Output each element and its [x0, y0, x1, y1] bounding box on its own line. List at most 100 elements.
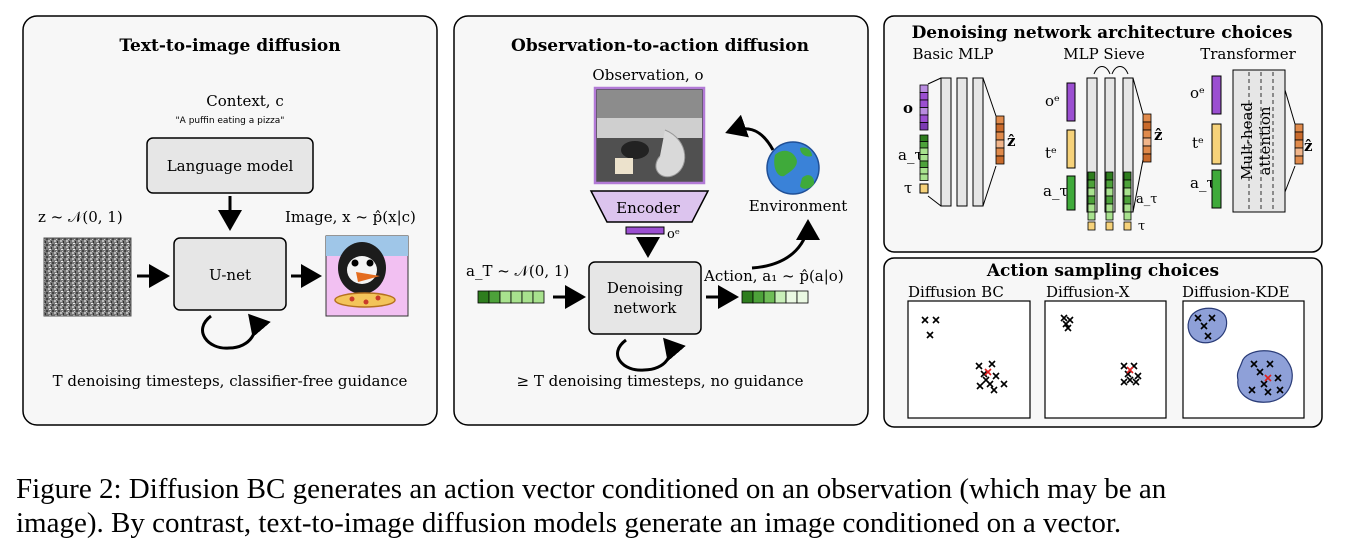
sieve-tau-cell [1087, 221, 1096, 231]
vector-cell [919, 99, 929, 108]
sample-marker [1200, 322, 1208, 330]
tf-te-label: tᵉ [1192, 134, 1204, 152]
panel-architecture-choices: Denoising network architecture choices B… [883, 15, 1323, 253]
oe-vector [625, 226, 665, 235]
panel1-footer: T denoising timesteps, classifier-free g… [53, 372, 408, 390]
environment-label: Environment [749, 197, 848, 215]
sieve-cell [1123, 187, 1132, 197]
observation-label: Observation, o [592, 66, 703, 84]
panel2-title: Observation-to-action diffusion [511, 36, 809, 56]
mlp-o-vector [919, 84, 929, 131]
sample-marker [1060, 314, 1068, 322]
vector-cell [995, 123, 1005, 133]
a-tau-label: a_τ [898, 146, 923, 164]
at-noise-label: a_T ~ 𝒩(0, 1) [466, 262, 569, 280]
vector-cell [919, 147, 929, 155]
at-vector [477, 290, 545, 304]
noise-image [43, 237, 132, 317]
encoder-box [589, 190, 710, 223]
sample-marker [990, 386, 998, 394]
vector-cell [532, 290, 545, 304]
sample-marker [1134, 372, 1142, 380]
context-label: Context, c [206, 92, 284, 110]
vector-cell [1294, 155, 1304, 165]
mlp-zhat-vector [995, 115, 1005, 165]
sample-marker [1256, 368, 1264, 376]
sample-marker [982, 376, 990, 384]
sieve-cell [1087, 187, 1096, 197]
vector-cell [919, 92, 929, 101]
sieve-tau-cell [1123, 221, 1132, 231]
vector-cell [919, 114, 929, 123]
panel-action-sampling: Action sampling choices Diffusion BC Dif… [883, 257, 1323, 428]
sample-marker [921, 316, 929, 324]
sample-box-bc [907, 300, 1031, 419]
sample-marker [988, 360, 996, 368]
noise-label: z ~ 𝒩(0, 1) [38, 208, 123, 226]
sieve-cell [1105, 187, 1114, 197]
sample-marker [1260, 380, 1268, 388]
arch-mlp-sieve: MLP Sieve [1063, 45, 1145, 63]
vector-cell [919, 160, 929, 168]
sample-marker [1276, 386, 1284, 394]
sieve-ae-label: a_τᵉ [1043, 182, 1074, 200]
sieve-a-tau-label: a_τ [1136, 192, 1157, 207]
vector-cell [995, 139, 1005, 149]
panel3-title: Denoising network architecture choices [912, 23, 1293, 43]
sieve-cell [1105, 195, 1114, 205]
sieve-te-label: tᵉ [1045, 144, 1057, 162]
action-to-env-arrow [751, 219, 820, 270]
vector-cell [919, 84, 929, 93]
panel-text-to-image: Text-to-image diffusion Context, c "A pu… [22, 15, 438, 426]
panel2-footer: ≥ T denoising timesteps, no guidance [517, 372, 804, 390]
panel1-title: Text-to-image diffusion [119, 36, 340, 56]
sample-marker [1124, 370, 1132, 378]
vector-cell [1142, 145, 1152, 155]
vector-cell [919, 134, 929, 142]
sample-marker [1208, 314, 1216, 322]
sample-marker [992, 372, 1000, 380]
vector-cell [499, 290, 512, 304]
unet-box [173, 237, 287, 311]
opt-diffusion-bc: Diffusion BC [908, 283, 1004, 301]
sieve-cell [1123, 211, 1132, 221]
sieve-cell [1123, 203, 1132, 213]
vector-cell [1294, 123, 1304, 133]
sieve-zhat-vector [1142, 113, 1152, 163]
sample-marker [1274, 374, 1282, 382]
sample-markers [921, 314, 1284, 396]
vector-cell [1294, 139, 1304, 149]
vector-cell [919, 154, 929, 162]
sieve-tau-cell [1105, 221, 1114, 231]
opt-diffusion-kde: Diffusion-KDE [1182, 283, 1290, 301]
transformer-diagram: oᵉ tᵉ a_τᵉ Mult-head attention ẑ [1190, 69, 1313, 213]
vector-cell [919, 167, 929, 175]
vector-cell [919, 173, 929, 181]
sample-marker [1000, 380, 1008, 388]
mlp-zhat-label: ẑ [1007, 132, 1016, 150]
vector-cell [796, 290, 809, 304]
unet-loop-arrow [201, 313, 271, 350]
unet-label: U-net [209, 266, 251, 284]
vector-cell [995, 147, 1005, 157]
sample-marker [976, 382, 984, 390]
basic-mlp-diagram: o a_τ τ ẑ [898, 77, 1016, 207]
env-to-obs-arrow [725, 114, 775, 151]
prompt-text: "A puffin eating a pizza" [176, 116, 285, 126]
caption-line2: image). By contrast, text-to-image diffu… [16, 507, 1122, 539]
sample-marker [1264, 388, 1272, 396]
sieve-cell [1105, 179, 1114, 189]
sample-marker [1120, 362, 1128, 370]
sieve-cell [1105, 171, 1114, 181]
sample-marker [1194, 314, 1202, 322]
sample-marker [1250, 360, 1258, 368]
sample-marker [932, 316, 940, 324]
sample-marker [1126, 376, 1134, 384]
vector-cell [919, 141, 929, 149]
sample-box-x [1044, 300, 1167, 419]
tau-label: τ [904, 179, 912, 197]
observation-image [593, 86, 706, 185]
sieve-oe-label: oᵉ [1045, 92, 1060, 110]
arch-basic-mlp: Basic MLP [912, 45, 993, 63]
caption-line1: Figure 2: Diffusion BC generates an acti… [16, 473, 1167, 505]
